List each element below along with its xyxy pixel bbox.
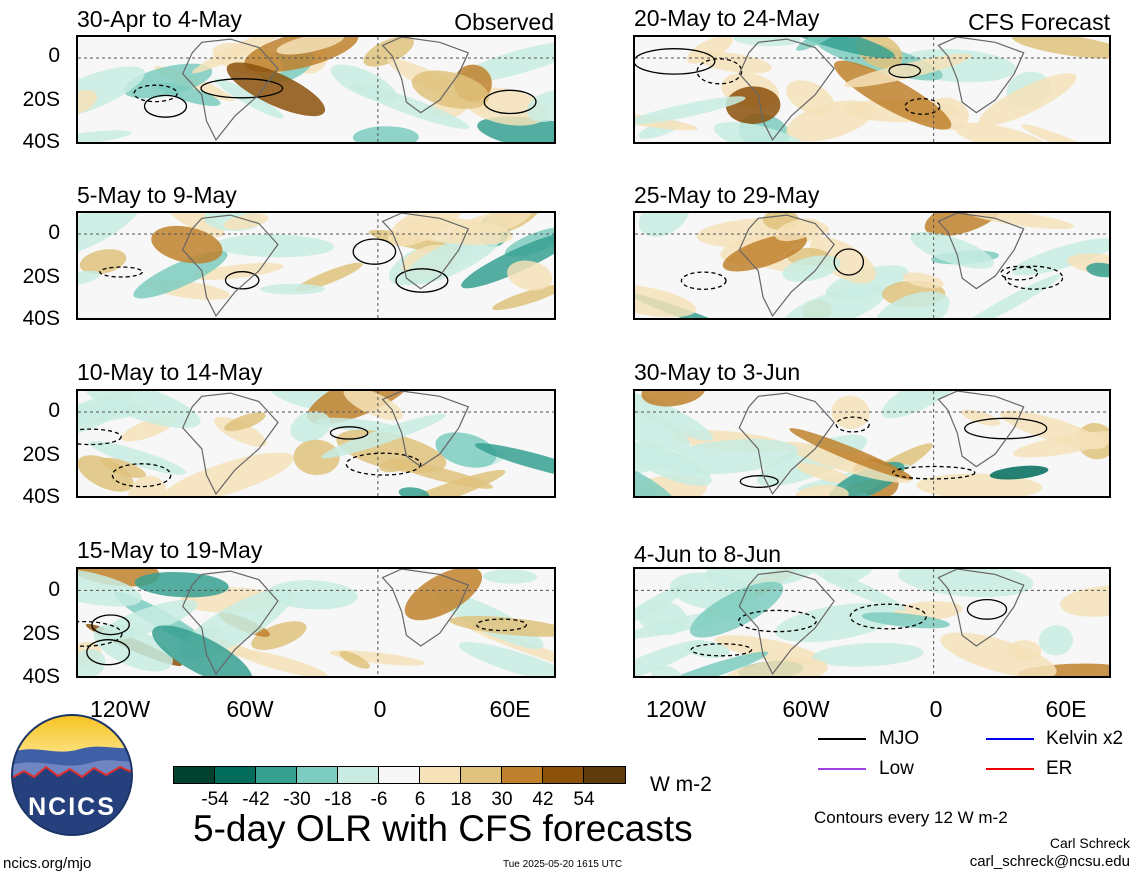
- lat-label-40s: 40S: [22, 307, 60, 330]
- lat-label-0: 0: [48, 221, 60, 244]
- colorbar-tick: -30: [283, 789, 311, 810]
- lat-label-40s: 40S: [22, 485, 60, 508]
- main-title: 5-day OLR with CFS forecasts: [193, 808, 693, 849]
- legend-label-er: ER: [1046, 758, 1073, 779]
- legend-line-kelvin: [986, 738, 1034, 740]
- olr-anomaly-field: [635, 37, 1109, 142]
- panel-title-2: 5-May to 9-May: [77, 182, 237, 208]
- lon-label-60w: 60W: [226, 696, 274, 722]
- olr-map-forecast-1: [633, 35, 1111, 144]
- logo-text: NCICS: [28, 793, 116, 821]
- panel-title-3: 10-May to 14-May: [77, 359, 263, 385]
- lon-label-60w: 60W: [782, 696, 830, 722]
- panel-title-1: 30-Apr to 4-May: [77, 6, 242, 32]
- cfs-forecast-label: CFS Forecast: [968, 9, 1110, 35]
- colorbar-tick: 18: [450, 789, 472, 810]
- olr-map-observed-3: [76, 389, 556, 498]
- lat-label-0: 0: [48, 44, 60, 67]
- olr-map-observed-4: [76, 567, 556, 678]
- colorbar-tick: -6: [370, 789, 388, 810]
- legend-line-er: [986, 768, 1034, 770]
- colorbar-tick: -42: [242, 789, 270, 810]
- olr-map-forecast-2: [633, 211, 1111, 320]
- colorbar-swatch: [583, 766, 626, 784]
- author-email[interactable]: carl_schreck@ncsu.edu: [969, 853, 1130, 870]
- colorbar-tick: 30: [491, 789, 513, 810]
- lat-label-0: 0: [48, 578, 60, 601]
- lon-label-0: 0: [929, 696, 943, 722]
- legend-label-kelvin: Kelvin x2: [1046, 728, 1124, 749]
- contour-note: Contours every 12 W m-2: [814, 808, 1008, 827]
- lat-label-20s: 20S: [22, 265, 60, 288]
- colorbar-swatch: [173, 766, 215, 784]
- lon-label-120w: 120W: [89, 696, 151, 722]
- lat-label-40s: 40S: [22, 130, 60, 153]
- colorbar-swatch: [542, 766, 584, 784]
- panel-title-8: 4-Jun to 8-Jun: [634, 541, 782, 567]
- timestamp: Tue 2025-05-20 1615 UTC: [503, 859, 623, 870]
- olr-map-observed-2: [76, 211, 556, 320]
- lon-label-60e: 60E: [1045, 696, 1087, 722]
- website-link[interactable]: ncics.org/mjo: [3, 855, 92, 872]
- observed-label: Observed: [454, 9, 554, 35]
- colorbar-tick: 54: [573, 789, 595, 810]
- olr-map-forecast-3: [633, 389, 1111, 498]
- colorbar-tick: -18: [324, 789, 352, 810]
- legend-line-low: [818, 768, 866, 770]
- lat-label-20s: 20S: [22, 443, 60, 466]
- colorbar-units: W m-2: [650, 773, 712, 796]
- olr-anomaly-field: [635, 391, 1109, 496]
- olr-anomaly-field: [78, 569, 554, 676]
- colorbar-swatch: [214, 766, 256, 784]
- colorbar-swatch: [255, 766, 297, 784]
- olr-anomaly-field: [635, 569, 1109, 676]
- olr-map-observed-1: [76, 35, 556, 144]
- legend-label-low: Low: [879, 758, 914, 779]
- lon-label-120w: 120W: [645, 696, 707, 722]
- olr-anomaly-field: [78, 213, 554, 318]
- lat-label-20s: 20S: [22, 622, 60, 645]
- colorbar-swatch: [460, 766, 502, 784]
- panel-title-4: 15-May to 19-May: [77, 537, 263, 563]
- olr-anomaly-field: [635, 213, 1109, 318]
- ncics-logo: NCICS: [10, 713, 134, 837]
- olr-anomaly-field: [78, 37, 554, 142]
- olr-anomaly-field: [78, 391, 554, 496]
- legend-line-mjo: [818, 738, 866, 740]
- panel-title-6: 25-May to 29-May: [634, 182, 820, 208]
- colorbar-swatch: [501, 766, 543, 784]
- lat-label-40s: 40S: [22, 665, 60, 688]
- colorbar-tick: 6: [414, 789, 426, 810]
- colorbar-tick: -54: [201, 789, 229, 810]
- colorbar-tick: 42: [532, 789, 554, 810]
- ncics-logo-graphic: [11, 714, 133, 836]
- olr-map-forecast-4: [633, 567, 1111, 678]
- colorbar-swatch: [378, 766, 420, 784]
- panel-title-5: 20-May to 24-May: [634, 5, 820, 31]
- legend-label-mjo: MJO: [879, 728, 920, 749]
- lon-label-60e: 60E: [489, 696, 531, 722]
- colorbar-swatch: [419, 766, 461, 784]
- author-name: Carl Schreck: [1049, 835, 1130, 851]
- colorbar-swatch: [337, 766, 379, 784]
- panel-title-7: 30-May to 3-Jun: [634, 359, 801, 385]
- lon-label-0: 0: [373, 696, 387, 722]
- lat-label-20s: 20S: [22, 88, 60, 111]
- colorbar-swatch: [296, 766, 338, 784]
- lat-label-0: 0: [48, 399, 60, 422]
